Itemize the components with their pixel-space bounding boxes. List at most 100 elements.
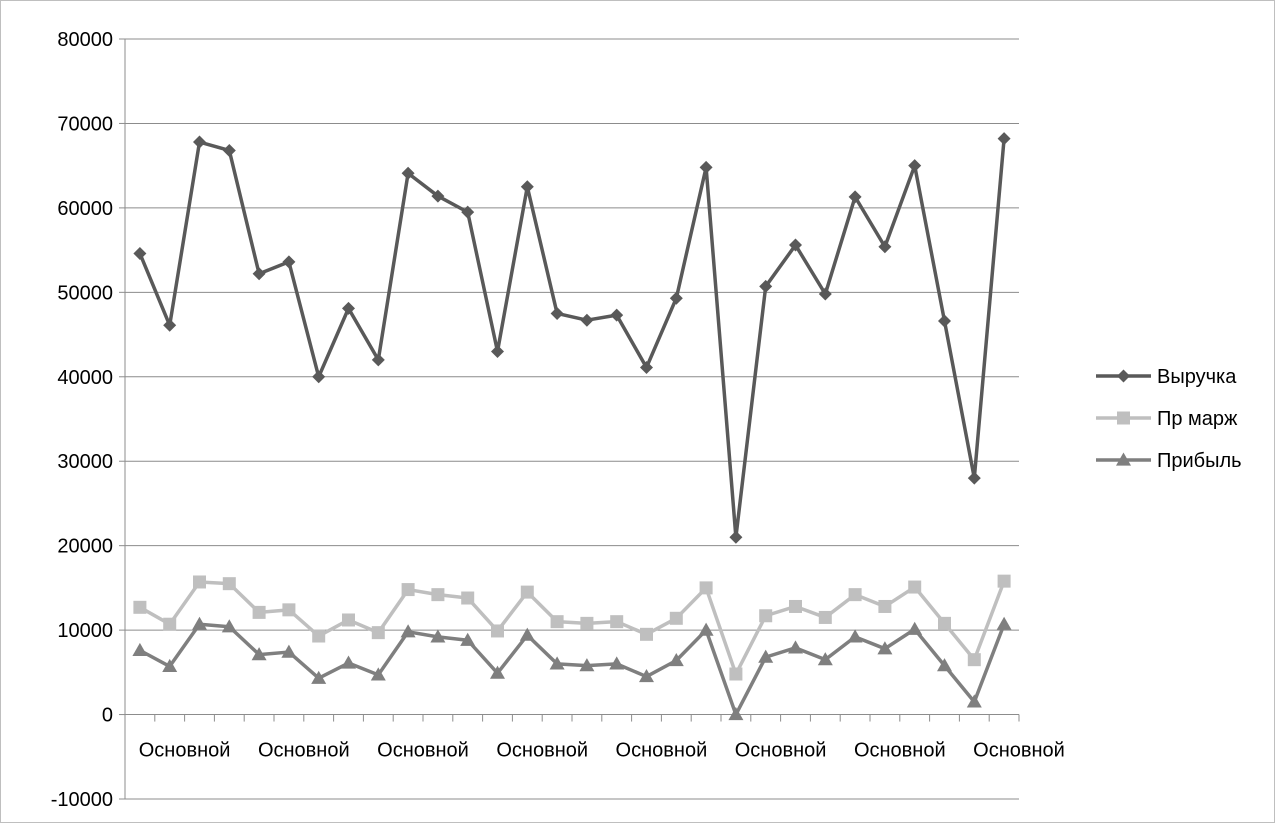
data-point — [967, 653, 981, 667]
data-point — [997, 132, 1011, 146]
y-tick-label: 30000 — [57, 451, 113, 473]
data-point — [789, 599, 802, 613]
data-point — [817, 652, 833, 666]
data-point — [818, 610, 832, 624]
data-point — [788, 640, 803, 654]
data-point — [520, 180, 534, 194]
data-point — [967, 471, 981, 485]
legend-entry: Пр марж — [1096, 408, 1238, 430]
x-tick-label: Основной — [973, 740, 1065, 762]
data-point — [668, 653, 684, 667]
data-point — [848, 190, 862, 204]
data-point — [222, 143, 236, 157]
data-point — [699, 581, 713, 595]
y-tick-label: 40000 — [57, 367, 113, 389]
data-point — [162, 658, 178, 673]
data-point — [341, 655, 356, 669]
data-point — [282, 255, 296, 269]
data-point — [610, 615, 624, 629]
x-tick-label: Основной — [735, 740, 827, 762]
series-line — [139, 580, 1006, 676]
data-point — [312, 629, 326, 643]
data-point — [401, 583, 415, 597]
data-point — [758, 649, 774, 663]
data-point — [400, 624, 416, 638]
data-point — [908, 159, 922, 173]
data-point — [252, 605, 266, 619]
data-point — [818, 287, 832, 301]
data-point — [938, 314, 951, 328]
series-diamond — [133, 132, 1011, 544]
legend-entry: Выручка — [1096, 366, 1237, 388]
data-point — [193, 575, 206, 589]
y-tick-label: 50000 — [57, 282, 113, 304]
data-point — [729, 530, 743, 544]
data-point — [371, 353, 385, 367]
data-point — [759, 279, 773, 293]
data-point — [609, 656, 625, 670]
data-point — [907, 621, 923, 635]
data-point — [640, 360, 653, 374]
data-point — [491, 624, 504, 638]
data-point — [490, 665, 505, 679]
data-point — [997, 574, 1011, 588]
data-point — [550, 306, 564, 320]
data-point — [1117, 411, 1130, 425]
data-point — [878, 599, 892, 613]
data-point — [370, 667, 386, 681]
x-tick-label: Основной — [616, 740, 708, 762]
data-point — [342, 301, 355, 315]
data-point — [163, 617, 177, 631]
legend-entry: Прибыль — [1096, 450, 1242, 472]
data-point — [878, 240, 892, 254]
data-point — [252, 267, 266, 281]
data-point — [460, 632, 476, 646]
data-point — [491, 344, 504, 358]
data-point — [640, 627, 653, 641]
data-point — [669, 291, 683, 305]
data-point — [461, 205, 475, 219]
legend: Выручка Пр марж Прибыль — [1096, 366, 1242, 472]
legend-label: Прибыль — [1157, 450, 1242, 472]
data-point — [281, 644, 297, 658]
data-point — [908, 580, 922, 594]
y-tick-label: 10000 — [57, 620, 113, 642]
data-point — [759, 609, 773, 623]
data-point — [1116, 452, 1131, 466]
data-point — [371, 626, 385, 640]
data-point — [669, 611, 683, 625]
x-tick-label: Основной — [496, 740, 588, 762]
data-point — [282, 603, 296, 617]
data-point — [639, 669, 654, 683]
data-point — [937, 658, 952, 672]
data-point — [132, 642, 148, 657]
data-point — [431, 588, 445, 602]
data-point — [610, 308, 624, 322]
data-point — [1117, 369, 1130, 383]
data-point — [133, 600, 147, 614]
y-tick-label: 20000 — [57, 536, 113, 558]
x-tick-label: Основной — [854, 740, 946, 762]
data-point — [966, 694, 982, 708]
data-point — [549, 656, 565, 670]
x-tick-label: Основной — [139, 740, 231, 762]
series-square — [133, 574, 1011, 681]
data-point — [222, 577, 236, 591]
legend-label: Пр марж — [1157, 408, 1238, 430]
data-point — [729, 667, 743, 681]
data-point — [312, 370, 326, 384]
legend-label: Выручка — [1157, 366, 1237, 388]
data-point — [193, 135, 206, 149]
data-point — [728, 707, 744, 721]
data-point — [938, 616, 951, 630]
data-point — [430, 629, 446, 643]
data-point — [311, 670, 327, 684]
y-tick-label: 70000 — [57, 113, 113, 135]
y-tick-label: 80000 — [57, 29, 113, 51]
x-tick-label: Основной — [258, 740, 350, 762]
y-tick-label: -10000 — [51, 789, 113, 811]
data-point — [847, 629, 863, 643]
data-point — [163, 318, 177, 332]
